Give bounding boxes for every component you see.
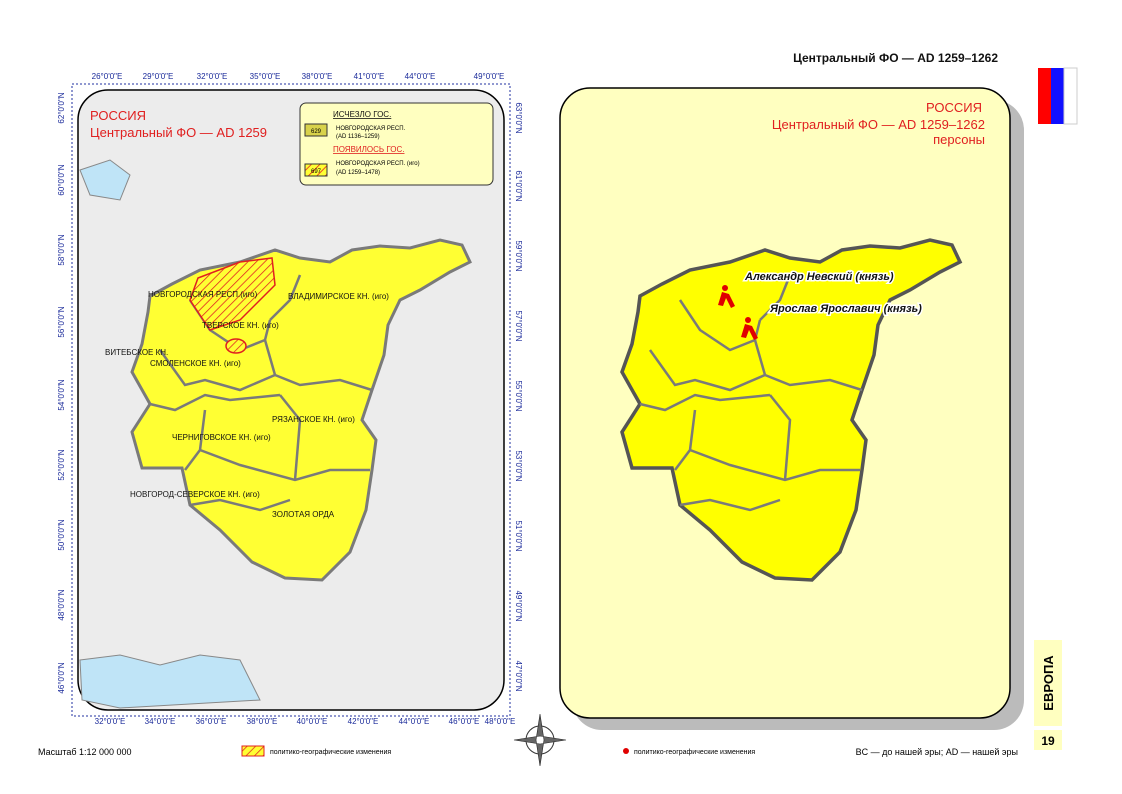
axis-label: 62°0'0"N <box>57 92 66 123</box>
legend-dot <box>623 748 629 754</box>
footer-legend: политико-географические изменения <box>634 749 755 756</box>
map-subtitle: Центральный ФО — AD 1259 <box>90 125 267 140</box>
axis-label: 63°0'0"N <box>514 102 523 133</box>
axis-label: 44°0'0"E <box>399 717 430 726</box>
axis-label: 36°0'0"E <box>196 717 227 726</box>
person-icon <box>718 285 758 340</box>
region-label: ВЛАДИМИРСКОЕ КН. (иго) <box>288 292 389 301</box>
page-title: Центральный ФО — AD 1259–1262 <box>793 51 998 65</box>
axis-label: 60°0'0"N <box>57 164 66 195</box>
legend-heading: ПОЯВИЛОСЬ ГОС. <box>333 145 405 154</box>
legend-item: НОВГОРОДСКАЯ РЕСП. (иго) <box>336 161 420 167</box>
region-label: СМОЛЕНСКОЕ КН. (иго) <box>150 359 241 368</box>
page-number: 19 <box>1041 734 1055 748</box>
flag-blue <box>1051 68 1064 124</box>
map-subtitle: Центральный ФО — AD 1259–1262 <box>772 117 985 132</box>
person-label: Александр Невский (князь) <box>744 271 894 283</box>
water <box>79 654 261 709</box>
legend-swatch <box>304 123 328 137</box>
legend-heading: ИСЧЕЗЛО ГОС. <box>333 110 391 119</box>
region-label: РЯЗАНСКОЕ КН. (иго) <box>272 415 355 424</box>
era-note: BC — до нашей эры; AD — нашей эры <box>856 747 1018 757</box>
axis-label: 40°0'0"E <box>297 717 328 726</box>
axis-label: 56°0'0"N <box>57 306 66 337</box>
flag-red <box>1038 68 1051 124</box>
legend-code: 697 <box>311 169 322 175</box>
axis-label: 47°0'0"N <box>514 660 523 691</box>
axis-label: 53°0'0"N <box>514 450 523 481</box>
axis-label: 51°0'0"N <box>514 520 523 551</box>
axis-label: 58°0'0"N <box>57 234 66 265</box>
region-label: НОВГОРОДСКАЯ РЕСП.(иго) <box>148 290 258 299</box>
section-tab <box>1034 640 1062 726</box>
axis-label: 50°0'0"N <box>57 519 66 550</box>
flag-white <box>1063 67 1078 125</box>
changed-area <box>225 338 247 354</box>
region-label: НОВГОРОД-СЕВЕРСКОЕ КН. (иго) <box>130 490 260 499</box>
changed-area <box>189 257 276 331</box>
page-tab <box>1034 730 1062 750</box>
axis-label: 38°0'0"E <box>247 717 278 726</box>
axis-label: 34°0'0"E <box>145 717 176 726</box>
axis-label: 44°0'0"E <box>405 72 436 81</box>
legend-item: НОВГОРОДСКАЯ РЕСП. <box>336 126 406 132</box>
axis-label: 48°0'0"E <box>485 717 516 726</box>
axis-label: 54°0'0"N <box>57 379 66 410</box>
axis-label: 35°0'0"E <box>250 72 281 81</box>
region-label: ЧЕРНИГОВСКОЕ КН. (иго) <box>172 433 271 442</box>
legend-code: 629 <box>311 129 322 135</box>
legend-dates: (AD 1136–1259) <box>336 134 380 140</box>
region-label: ВИТЕБСКОЕ КН. <box>105 348 168 357</box>
legend-dates: (AD 1259–1478) <box>336 170 380 176</box>
scale: Масштаб 1:12 000 000 <box>38 747 132 757</box>
region-label: ТВЕРСКОЕ КН. (иго) <box>202 321 279 330</box>
water <box>79 159 131 201</box>
legend <box>299 102 494 186</box>
axis-label: 42°0'0"E <box>348 717 379 726</box>
compass <box>513 713 567 767</box>
axis-label: 59°0'0"N <box>514 240 523 271</box>
legend-swatch <box>241 745 265 757</box>
map-subtitle: персоны <box>933 132 985 147</box>
axis-label: 49°0'0"E <box>474 72 505 81</box>
axis-label: 29°0'0"E <box>143 72 174 81</box>
axis-label: 41°0'0"E <box>354 72 385 81</box>
axis-label: 26°0'0"E <box>92 72 123 81</box>
axis-label: 57°0'0"N <box>514 310 523 341</box>
axis-label: 61°0'0"N <box>514 170 523 201</box>
section-label: ЕВРОПА <box>1041 655 1056 711</box>
axis-label: 32°0'0"E <box>197 72 228 81</box>
axis-label: 46°0'0"N <box>57 662 66 693</box>
person-label: Ярослав Ярославич (князь) <box>769 303 922 315</box>
axis-label: 46°0'0"E <box>449 717 480 726</box>
axis-label: 55°0'0"N <box>514 380 523 411</box>
axis-label: 48°0'0"N <box>57 589 66 620</box>
axis-label: 52°0'0"N <box>57 449 66 480</box>
axis-label: 38°0'0"E <box>302 72 333 81</box>
legend-swatch <box>304 163 328 177</box>
axis-label: 49°0'0"N <box>514 590 523 621</box>
region-label: ЗОЛОТАЯ ОРДА <box>272 510 335 519</box>
footer-legend: политико-географические изменения <box>270 749 391 756</box>
map-title: РОССИЯ <box>926 100 982 115</box>
axis-label: 32°0'0"E <box>95 717 126 726</box>
map-title: РОССИЯ <box>90 108 146 123</box>
